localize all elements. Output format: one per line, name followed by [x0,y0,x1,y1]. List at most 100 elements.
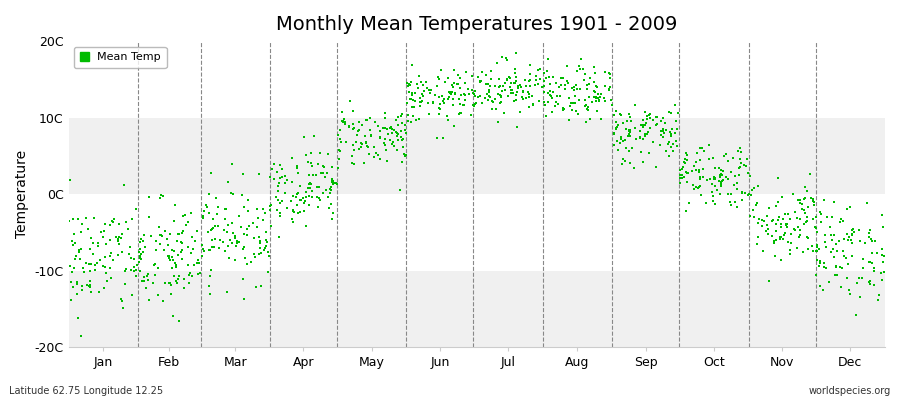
Point [566,100,580,106]
Point [194,242,209,248]
Point [263,207,277,213]
Point [226,190,240,197]
Point [829,240,843,247]
Point [742,191,756,198]
Point [641,129,655,136]
Point [162,252,176,259]
Point [564,85,579,91]
Point [871,296,886,303]
Point [553,83,567,90]
Point [717,153,732,159]
Bar [68,194,885,270]
Point [375,124,390,131]
Point [590,83,604,89]
Point [160,253,175,259]
Point [774,221,788,227]
Point [771,199,786,205]
Point [64,297,78,303]
Point [296,199,310,206]
Point [655,134,670,140]
Point [796,248,810,255]
Point [707,175,722,182]
Point [67,265,81,272]
Point [86,251,101,257]
Point [328,180,343,186]
Point [146,280,160,286]
Point [465,102,480,108]
Point [440,117,454,123]
Point [418,79,433,86]
Point [779,221,794,228]
Point [359,116,374,123]
Point [254,249,268,256]
Point [289,190,303,197]
Point [733,156,747,162]
Point [698,200,713,206]
Point [293,183,308,189]
Point [115,230,130,237]
Point [773,236,788,242]
Point [122,225,136,232]
Point [635,117,650,123]
Point [202,190,217,197]
Point [348,139,363,146]
Point [218,248,232,254]
Point [261,268,275,275]
Point [75,221,89,228]
Point [680,170,695,176]
Point [480,91,494,98]
Point [462,90,476,97]
Point [544,88,558,94]
Point [416,82,430,88]
Point [326,177,340,184]
Point [457,80,472,86]
Point [805,242,819,249]
Point [813,209,827,215]
Point [705,188,719,195]
Point [670,142,685,149]
Point [787,226,801,232]
Point [662,109,676,115]
Point [572,97,586,103]
Point [761,204,776,211]
Point [810,248,824,254]
Point [412,94,427,101]
Point [364,132,379,139]
Point [670,110,685,116]
Point [346,126,360,132]
Point [774,234,788,240]
Point [259,242,274,249]
Point [589,94,603,100]
Point [798,219,813,226]
Point [380,126,394,132]
Point [669,138,683,144]
Point [663,144,678,150]
Point [459,69,473,75]
Point [354,140,368,146]
Point [680,157,694,163]
Point [195,212,210,219]
Point [576,66,590,72]
Point [104,275,118,281]
Point [220,179,235,186]
Point [656,115,670,121]
Point [593,94,608,100]
Point [751,183,765,190]
Point [112,220,126,227]
Point [633,134,647,140]
Point [468,93,482,100]
Point [383,125,398,132]
Point [662,153,677,159]
Point [217,227,231,233]
Point [132,246,147,252]
Point [609,126,624,132]
Point [455,102,470,108]
Point [591,94,606,101]
Point [301,159,315,165]
Point [111,252,125,258]
Point [454,92,468,99]
Point [229,243,243,249]
Point [175,256,189,262]
Point [291,190,305,196]
Point [736,162,751,169]
